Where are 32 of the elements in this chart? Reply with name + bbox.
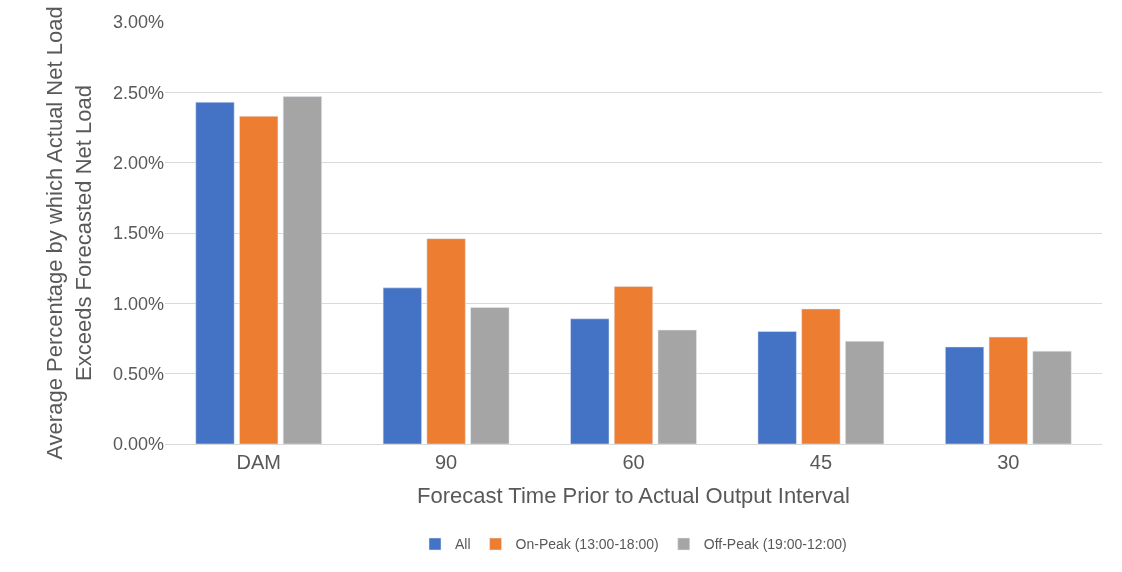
y-tick-label: 1.00% (112, 293, 164, 314)
bar (570, 318, 610, 444)
bar (282, 96, 322, 444)
x-tick-label: 60 (622, 451, 645, 473)
bar (845, 341, 885, 444)
y-tick-label: 0.50% (112, 363, 164, 384)
y-tick-label: 2.50% (112, 82, 164, 103)
bar (757, 331, 797, 444)
bar (239, 116, 279, 444)
legend-label: On-Peak (13:00-18:00) (515, 536, 659, 553)
bar (426, 238, 466, 444)
y-tick-label: 3.00% (112, 12, 164, 33)
bar (945, 346, 985, 444)
y-axis-title: Average Percentage by which Actual Net Load Exceeds Forecasted Net Load (42, 6, 96, 460)
bar (801, 308, 841, 444)
x-tick-label: 90 (434, 451, 458, 473)
legend-label: Off-Peak (19:00-12:00) (703, 536, 847, 553)
x-tick-label: 30 (997, 451, 1020, 473)
x-axis-title: Forecast Time Prior to Actual Output Interval (417, 482, 850, 508)
bar (382, 287, 422, 444)
y-tick-label: 0.00% (112, 434, 164, 455)
legend-label: All (455, 536, 471, 553)
bar (614, 286, 653, 444)
y-tick-label: 2.00% (112, 152, 164, 173)
bar (195, 101, 235, 444)
y-tick-label: 1.50% (112, 223, 164, 244)
bar (1032, 350, 1072, 444)
bar (988, 336, 1028, 444)
bar (657, 329, 697, 444)
bar (470, 307, 510, 444)
x-tick-label: 45 (809, 451, 833, 473)
x-tick-label: DAM (236, 451, 281, 473)
